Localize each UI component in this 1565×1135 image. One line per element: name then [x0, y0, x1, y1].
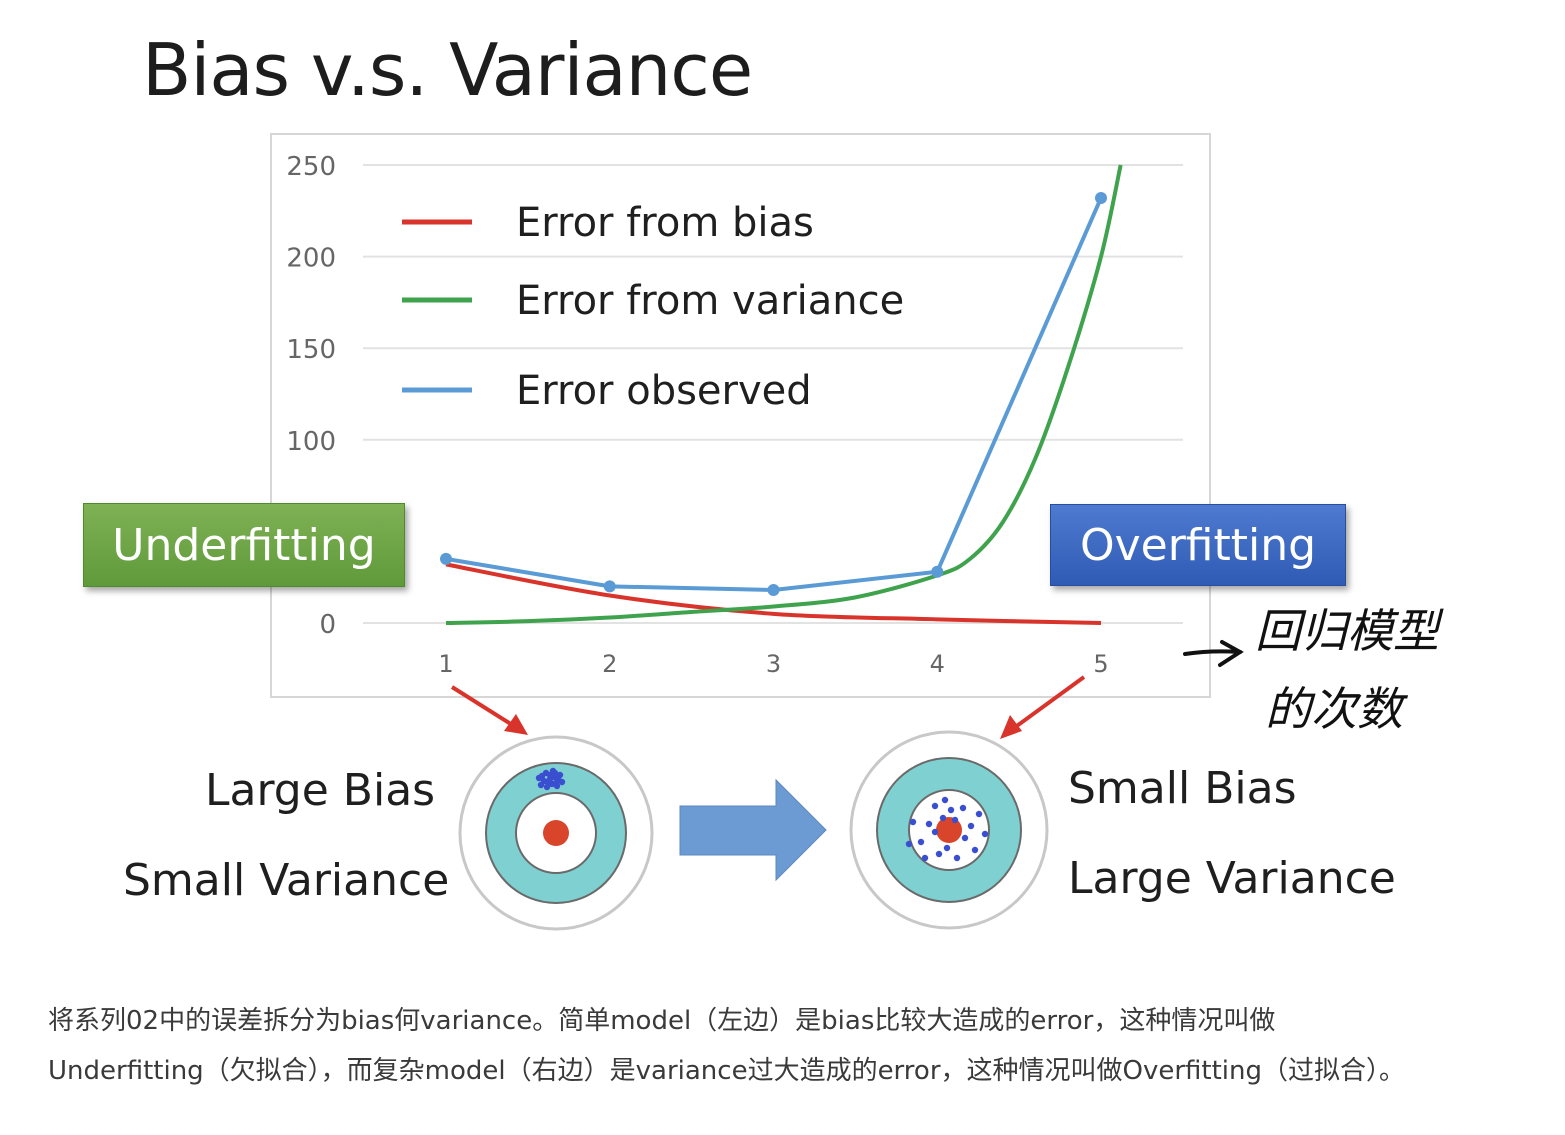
x-tick-3: 3: [766, 650, 781, 678]
point-error-observed-2: [603, 580, 616, 593]
point-error-observed-5: [1095, 191, 1107, 204]
legend-label-error-from-bias: Error from bias: [516, 200, 814, 246]
series-line-error-from-bias: [445, 562, 1102, 625]
y-tick-250: 250: [286, 152, 336, 182]
left-label-variance: Small Variance: [123, 855, 450, 906]
x-tick-4: 4: [930, 650, 945, 678]
chart-series: [440, 164, 1123, 625]
target-dot: [939, 814, 947, 822]
y-tick-100: 100: [286, 427, 336, 457]
target-dot: [935, 850, 943, 858]
target-dot: [971, 846, 979, 854]
x-tick-2: 2: [602, 650, 617, 678]
left-target: [458, 735, 654, 931]
caption: 将系列02中的误差拆分为bias何variance。简单model（左边）是bi…: [48, 996, 1548, 1096]
target-dot: [543, 783, 551, 791]
x-tick-1: 1: [438, 650, 453, 678]
overfitting-badge: Overfitting: [1050, 504, 1346, 586]
target-dot: [537, 781, 545, 789]
left-target-dots: [535, 767, 566, 791]
y-tick-200: 200: [286, 244, 336, 274]
target-dot: [917, 838, 925, 846]
y-tick-150: 150: [286, 335, 336, 365]
target-dot: [925, 820, 933, 828]
pointer-arrows: [450, 675, 1086, 739]
left-label-bias: Large Bias: [205, 765, 436, 816]
target-dot: [556, 771, 564, 779]
annotation-line-1: 回归模型: [1255, 604, 1439, 658]
legend-label-error-from-variance: Error from variance: [516, 278, 904, 324]
target-dot: [905, 840, 913, 848]
target-dot: [931, 802, 939, 810]
target-dot: [909, 818, 917, 826]
target-dot: [941, 796, 949, 804]
target-dot: [553, 782, 561, 790]
transition-arrow: [679, 778, 827, 882]
right-target-dots: [905, 796, 989, 862]
target-dot: [961, 834, 969, 842]
right-target: [849, 730, 1049, 930]
x-tick-5: 5: [1093, 650, 1108, 678]
chart-gridlines: [363, 164, 1183, 624]
legend-label-error-observed: Error observed: [516, 368, 812, 414]
target-dot: [551, 769, 559, 777]
target-dot: [943, 844, 951, 852]
target-dot: [921, 854, 929, 862]
annotation-line-2: 的次数: [1265, 682, 1403, 736]
x-tick-labels: 1 2 3 4 5: [438, 650, 1108, 678]
target-dot: [975, 810, 983, 818]
chart-legend: Error from bias Error from variance Error …: [402, 200, 904, 414]
point-error-observed-1: [440, 552, 452, 565]
caption-line-2: Underfitting（欠拟合），而复杂model（右边）是variance过…: [48, 1056, 1406, 1086]
series-line-error-from-variance: [445, 164, 1123, 625]
target-dot: [953, 854, 961, 862]
slide-title: Bias v.s. Variance: [142, 28, 753, 112]
target-dot: [931, 828, 939, 836]
annotation-arrow: [1183, 640, 1244, 667]
target-dot: [546, 775, 554, 783]
point-error-observed-4: [931, 565, 944, 578]
underfitting-badge: Underfitting: [83, 503, 405, 587]
target-dot: [535, 774, 543, 782]
target-dot: [558, 778, 566, 786]
left-pointer-arrow: [450, 685, 516, 728]
target-dot: [959, 804, 967, 812]
right-label-variance: Large Variance: [1068, 853, 1396, 904]
left-arrowhead: [504, 714, 528, 735]
point-error-observed-3: [767, 584, 780, 597]
y-tick-labels: 0 100 150 200 250: [286, 152, 336, 640]
target-dot: [981, 830, 989, 838]
target-dot: [967, 822, 975, 830]
y-tick-0: 0: [319, 610, 336, 640]
target-dot: [947, 806, 955, 814]
right-arrowhead: [1000, 715, 1022, 739]
handwritten-annotation: 回归模型 的次数: [1255, 592, 1439, 748]
caption-line-1: 将系列02中的误差拆分为bias何variance。简单model（左边）是bi…: [48, 1006, 1276, 1036]
target-dot: [951, 816, 959, 824]
right-label-bias: Small Bias: [1068, 763, 1297, 814]
right-pointer-arrow: [1012, 675, 1086, 730]
